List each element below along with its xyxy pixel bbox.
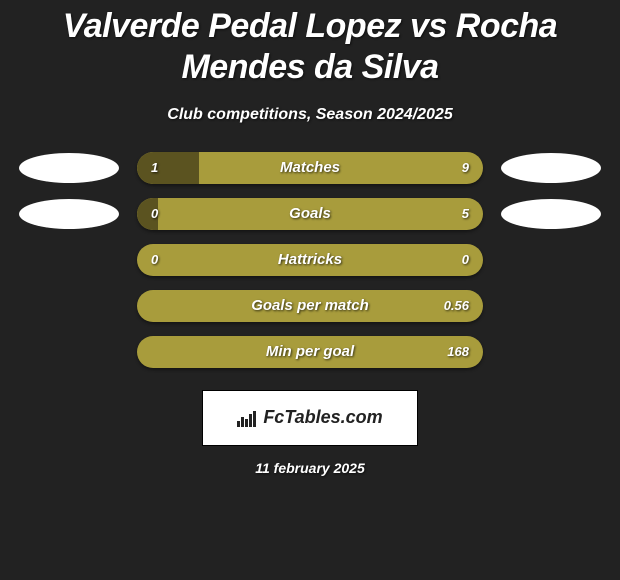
stat-value-right: 0 [462, 252, 469, 267]
date-label: 11 february 2025 [0, 460, 620, 476]
stat-row: 0Hattricks0 [0, 244, 620, 276]
left-avatar-slot [1, 199, 119, 229]
bars-icon [237, 409, 257, 427]
stat-value-right: 168 [447, 344, 469, 359]
subtitle: Club competitions, Season 2024/2025 [0, 106, 620, 124]
logo-text: FcTables.com [263, 407, 382, 428]
stat-label: Matches [137, 159, 483, 176]
stat-row: Min per goal168 [0, 336, 620, 368]
stat-bar: Goals per match0.56 [137, 290, 483, 322]
stat-label: Goals per match [137, 297, 483, 314]
player-avatar-left [19, 153, 119, 183]
right-avatar-slot [501, 199, 619, 229]
stat-bar: Min per goal168 [137, 336, 483, 368]
player-avatar-right [501, 153, 601, 183]
stat-label: Goals [137, 205, 483, 222]
stat-row: 1Matches9 [0, 152, 620, 184]
stat-row: Goals per match0.56 [0, 290, 620, 322]
player-avatar-right [501, 199, 601, 229]
stat-bar: 0Goals5 [137, 198, 483, 230]
player-avatar-left [19, 199, 119, 229]
page-title: Valverde Pedal Lopez vs Rocha Mendes da … [0, 0, 620, 88]
stat-row: 0Goals5 [0, 198, 620, 230]
stat-value-right: 0.56 [444, 298, 469, 313]
right-avatar-slot [501, 153, 619, 183]
stat-label: Min per goal [137, 343, 483, 360]
comparison-chart: 1Matches90Goals50Hattricks0Goals per mat… [0, 152, 620, 368]
stat-bar: 1Matches9 [137, 152, 483, 184]
logo-box: FcTables.com [202, 390, 418, 446]
stat-bar: 0Hattricks0 [137, 244, 483, 276]
stat-value-right: 9 [462, 160, 469, 175]
left-avatar-slot [1, 153, 119, 183]
stat-value-right: 5 [462, 206, 469, 221]
stat-label: Hattricks [137, 251, 483, 268]
